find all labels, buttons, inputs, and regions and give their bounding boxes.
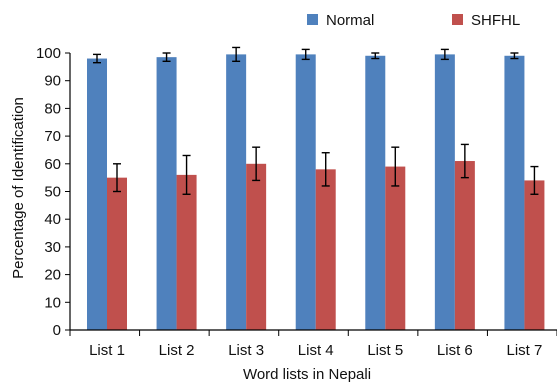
bar-normal-5 <box>365 55 386 331</box>
y-tick-label: 20 <box>44 267 61 284</box>
bar-normal-4 <box>295 54 316 330</box>
bars <box>87 54 545 331</box>
y-tick-label: 10 <box>44 294 61 311</box>
y-tick-label: 70 <box>44 128 61 145</box>
x-tick-label: List 1 <box>89 342 125 359</box>
legend-label-normal: Normal <box>326 12 374 29</box>
x-axis-categories: List 1 List 2 List 3 List 4 List 5 List 6 List… <box>69 330 557 359</box>
bar-shfhl-2 <box>176 174 197 330</box>
y-axis-ticks: 0 10 20 30 40 50 60 70 80 90 100 <box>36 45 70 339</box>
y-tick-label: 90 <box>44 73 61 90</box>
bar-normal-3 <box>226 54 247 330</box>
y-tick-label: 100 <box>36 45 61 62</box>
bar-shfhl-1 <box>107 177 127 330</box>
bar-normal-2 <box>156 57 177 330</box>
x-tick-label: List 5 <box>367 342 403 359</box>
axes <box>69 53 557 331</box>
y-tick-label: 60 <box>44 156 61 173</box>
y-tick-label: 0 <box>53 322 61 339</box>
error-bars <box>93 46 539 195</box>
bar-normal-7 <box>504 55 525 331</box>
x-tick-label: List 6 <box>437 342 473 359</box>
bar-shfhl-5 <box>385 166 406 330</box>
x-tick-label: List 2 <box>159 342 195 359</box>
bar-normal-6 <box>434 54 455 330</box>
y-tick-label: 30 <box>44 239 61 256</box>
x-tick-label: List 4 <box>298 342 334 359</box>
y-tick-label: 80 <box>44 100 61 117</box>
legend-swatch-shfhl <box>452 14 463 25</box>
legend-label-shfhl: SHFHL <box>471 12 520 29</box>
x-axis-label: Word lists in Nepali <box>243 366 371 383</box>
x-tick-label: List 7 <box>506 342 542 359</box>
bar-shfhl-7 <box>524 180 545 330</box>
bar-shfhl-6 <box>454 161 475 330</box>
x-tick-label: List 3 <box>228 342 264 359</box>
legend: Normal SHFHL <box>307 12 520 29</box>
bar-normal-1 <box>87 58 107 330</box>
y-tick-label: 50 <box>44 184 61 201</box>
y-axis-label: Percentage of Identification <box>10 97 27 279</box>
y-tick-label: 40 <box>44 211 61 228</box>
bar-shfhl-3 <box>246 163 267 330</box>
legend-swatch-normal <box>307 14 318 25</box>
bar-shfhl-4 <box>315 169 336 330</box>
